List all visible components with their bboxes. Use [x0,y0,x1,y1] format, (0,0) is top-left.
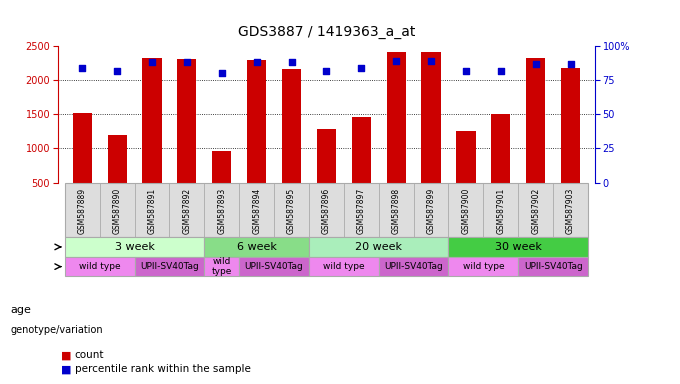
Text: UPII-SV40Tag: UPII-SV40Tag [140,262,199,271]
Bar [135,257,204,276]
Text: GSM587900: GSM587900 [462,188,471,234]
Bar [309,237,449,257]
Text: UPII-SV40Tag: UPII-SV40Tag [524,262,583,271]
Bar [518,257,588,276]
Bar [204,237,309,257]
Text: ■: ■ [61,364,71,374]
Bar [456,131,475,217]
Text: percentile rank within the sample: percentile rank within the sample [75,364,251,374]
Text: GSM587898: GSM587898 [392,188,401,234]
Bar [386,51,406,217]
Point [321,68,332,74]
Point [77,65,88,71]
Text: UPII-SV40Tag: UPII-SV40Tag [245,262,303,271]
Point [426,58,437,64]
Text: wild type: wild type [462,262,504,271]
Text: 6 week: 6 week [237,242,277,252]
Bar [422,52,441,217]
Point [460,68,471,74]
Bar [449,237,588,257]
Text: GSM587897: GSM587897 [357,188,366,234]
Point [356,65,367,71]
Text: 20 week: 20 week [355,242,403,252]
Bar [177,59,197,217]
Bar [526,58,545,217]
Text: GSM587899: GSM587899 [426,188,436,234]
Point [495,68,506,74]
Point [147,60,158,66]
Bar [352,117,371,217]
Point [251,60,262,66]
Point [530,61,541,67]
Bar [239,257,309,276]
Text: wild
type: wild type [211,257,232,276]
Text: age: age [10,305,31,315]
Bar [309,257,379,276]
Bar [204,257,239,276]
Text: count: count [75,350,104,360]
Text: wild type: wild type [79,262,120,271]
Point [182,60,192,66]
Bar [282,69,301,217]
Text: GSM587901: GSM587901 [496,188,505,234]
Bar [65,257,135,276]
Bar [491,114,511,217]
Bar [65,237,204,257]
Text: 30 week: 30 week [495,242,542,252]
Bar [107,136,126,217]
Bar [212,151,231,217]
Text: GSM587896: GSM587896 [322,188,331,234]
Bar [73,113,92,217]
Text: GDS3887 / 1419363_a_at: GDS3887 / 1419363_a_at [238,25,415,39]
Text: genotype/variation: genotype/variation [10,325,103,335]
Text: UPII-SV40Tag: UPII-SV40Tag [384,262,443,271]
Bar [561,68,580,217]
Point [565,61,576,67]
Text: GSM587889: GSM587889 [78,188,87,234]
Bar [317,129,336,217]
Point [391,58,402,64]
Bar [247,60,267,217]
Text: GSM587903: GSM587903 [566,188,575,234]
Point [216,70,227,76]
Text: GSM587892: GSM587892 [182,188,191,234]
Text: ■: ■ [61,350,71,360]
Text: GSM587902: GSM587902 [531,188,540,234]
Bar [379,257,449,276]
Bar [142,58,162,217]
Text: 3 week: 3 week [115,242,154,252]
Point [112,68,122,74]
Point [286,60,297,66]
Text: GSM587891: GSM587891 [148,188,156,234]
Text: wild type: wild type [323,262,364,271]
Text: GSM587895: GSM587895 [287,188,296,234]
Text: GSM587890: GSM587890 [113,188,122,234]
Text: GSM587894: GSM587894 [252,188,261,234]
Text: GSM587893: GSM587893 [217,188,226,234]
Bar [449,257,518,276]
